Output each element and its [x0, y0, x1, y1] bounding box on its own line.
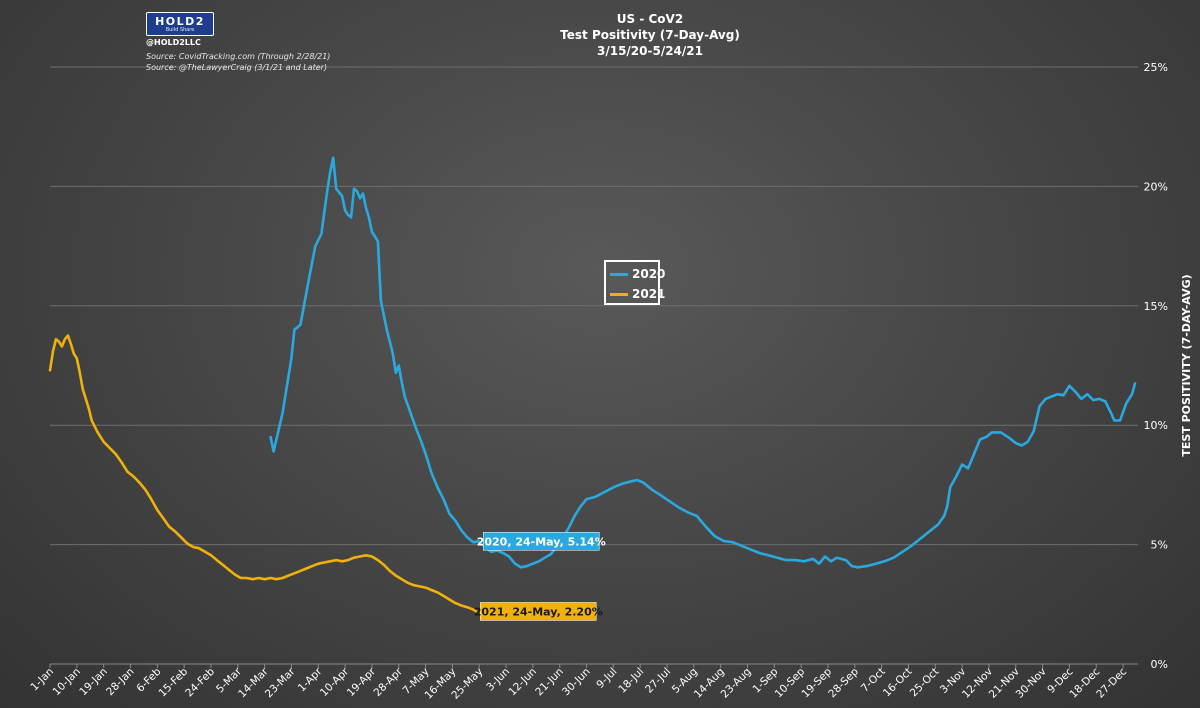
y-tick-label: 5%: [1151, 539, 1168, 552]
data-label-box: [482, 532, 600, 551]
logo-text: HOLD2: [155, 14, 205, 28]
x-tick-label: 23-Aug: [719, 666, 754, 701]
legend-label-2021: 2021: [632, 287, 666, 301]
x-tick-label: 30-Nov: [1014, 666, 1049, 701]
data-label: 2021, 24-May, 2.20%: [474, 605, 603, 618]
y-tick-label: 15%: [1144, 300, 1168, 313]
x-tick-label: 19-Jan: [77, 666, 109, 698]
source-line-1: Source: CovidTracking.com (Through 2/28/…: [146, 52, 331, 61]
x-tick-label: 21-Jun: [533, 666, 566, 699]
legend-swatch-2020: [610, 272, 628, 276]
y-tick-label: 20%: [1144, 180, 1168, 193]
legend-item-2021: 2021: [610, 286, 665, 302]
twitter-handle: @HOLD2LLC: [146, 38, 201, 47]
x-tick-label: 30-Jun: [560, 666, 593, 699]
series-line-2021: [48, 334, 478, 613]
x-tick-label: 27-Dec: [1094, 665, 1129, 700]
x-tick-label: 28-Sep: [826, 665, 861, 700]
x-tick-label: 16-Oct: [881, 666, 915, 700]
data-label-box: [480, 602, 597, 621]
chart-legend: 2020 2021: [604, 260, 665, 305]
legend-label-2020: 2020: [632, 267, 666, 281]
x-tick-label: 23-Mar: [263, 665, 298, 700]
y-tick-label: 25%: [1144, 61, 1168, 74]
data-label: 2020, 24-May, 5.14%: [477, 535, 606, 548]
x-tick-label: 25-Oct: [908, 666, 942, 700]
title-line-1: US - CoV2: [616, 12, 684, 26]
title-line-2: Test Positivity (7-Day-Avg): [560, 28, 740, 42]
x-tick-label: 12-Jun: [506, 666, 539, 699]
y-tick-label: 10%: [1144, 419, 1168, 432]
hold2-logo: HOLD2 Build Share: [146, 12, 214, 36]
x-tick-label: 24-Feb: [183, 665, 217, 699]
x-tick-label: 27-Jul: [643, 666, 673, 696]
chart-title: US - CoV2 Test Positivity (7-Day-Avg) 3/…: [500, 11, 800, 59]
title-line-3: 3/15/20-5/24/21: [596, 44, 703, 58]
x-tick-label: 28-Jan: [104, 666, 136, 698]
x-tick-label: 10-Jan: [50, 666, 82, 698]
x-tick-label: 18-Jul: [616, 666, 646, 696]
legend-swatch-2021: [610, 292, 628, 296]
series-line-2020: [269, 156, 1137, 569]
y-axis-label: TEST POSITIVITY (7-DAY-AVG): [1180, 274, 1193, 456]
source-line-2: Source: @TheLawyerCraig (3/1/21 and Late…: [146, 63, 328, 72]
y-tick-label: 0%: [1151, 658, 1168, 671]
x-tick-label: 19-Apr: [345, 665, 379, 699]
logo-subtext: Build Share: [165, 26, 195, 33]
legend-item-2020: 2020: [610, 266, 665, 282]
x-tick-label: 10-Apr: [318, 665, 352, 699]
x-tick-label: 28-Apr: [372, 665, 406, 699]
